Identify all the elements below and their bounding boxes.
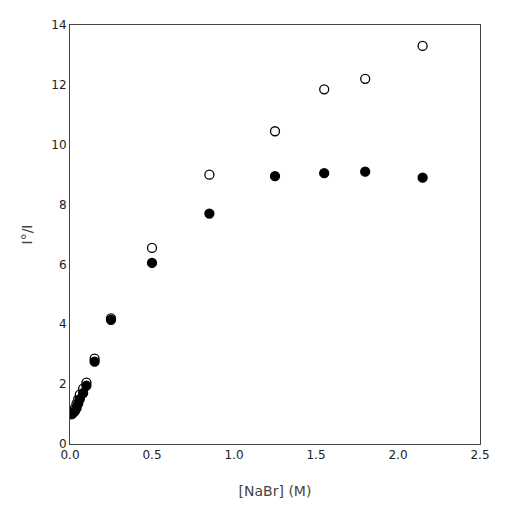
svg-text:10: 10: [51, 138, 66, 152]
svg-text:14: 14: [51, 18, 66, 32]
svg-text:I°/I: I°/I: [19, 225, 35, 245]
svg-text:4: 4: [59, 317, 67, 331]
svg-text:0.0: 0.0: [60, 448, 79, 462]
svg-text:1.5: 1.5: [306, 448, 325, 462]
svg-text:2.0: 2.0: [388, 448, 407, 462]
svg-text:6: 6: [59, 258, 67, 272]
svg-text:2.5: 2.5: [470, 448, 489, 462]
svg-text:[NaBr] (M): [NaBr] (M): [239, 483, 312, 499]
svg-text:1.0: 1.0: [224, 448, 243, 462]
svg-text:0.5: 0.5: [142, 448, 161, 462]
svg-text:8: 8: [59, 198, 67, 212]
svg-text:0: 0: [59, 437, 67, 451]
svg-text:2: 2: [59, 377, 67, 391]
svg-text:12: 12: [51, 78, 66, 92]
